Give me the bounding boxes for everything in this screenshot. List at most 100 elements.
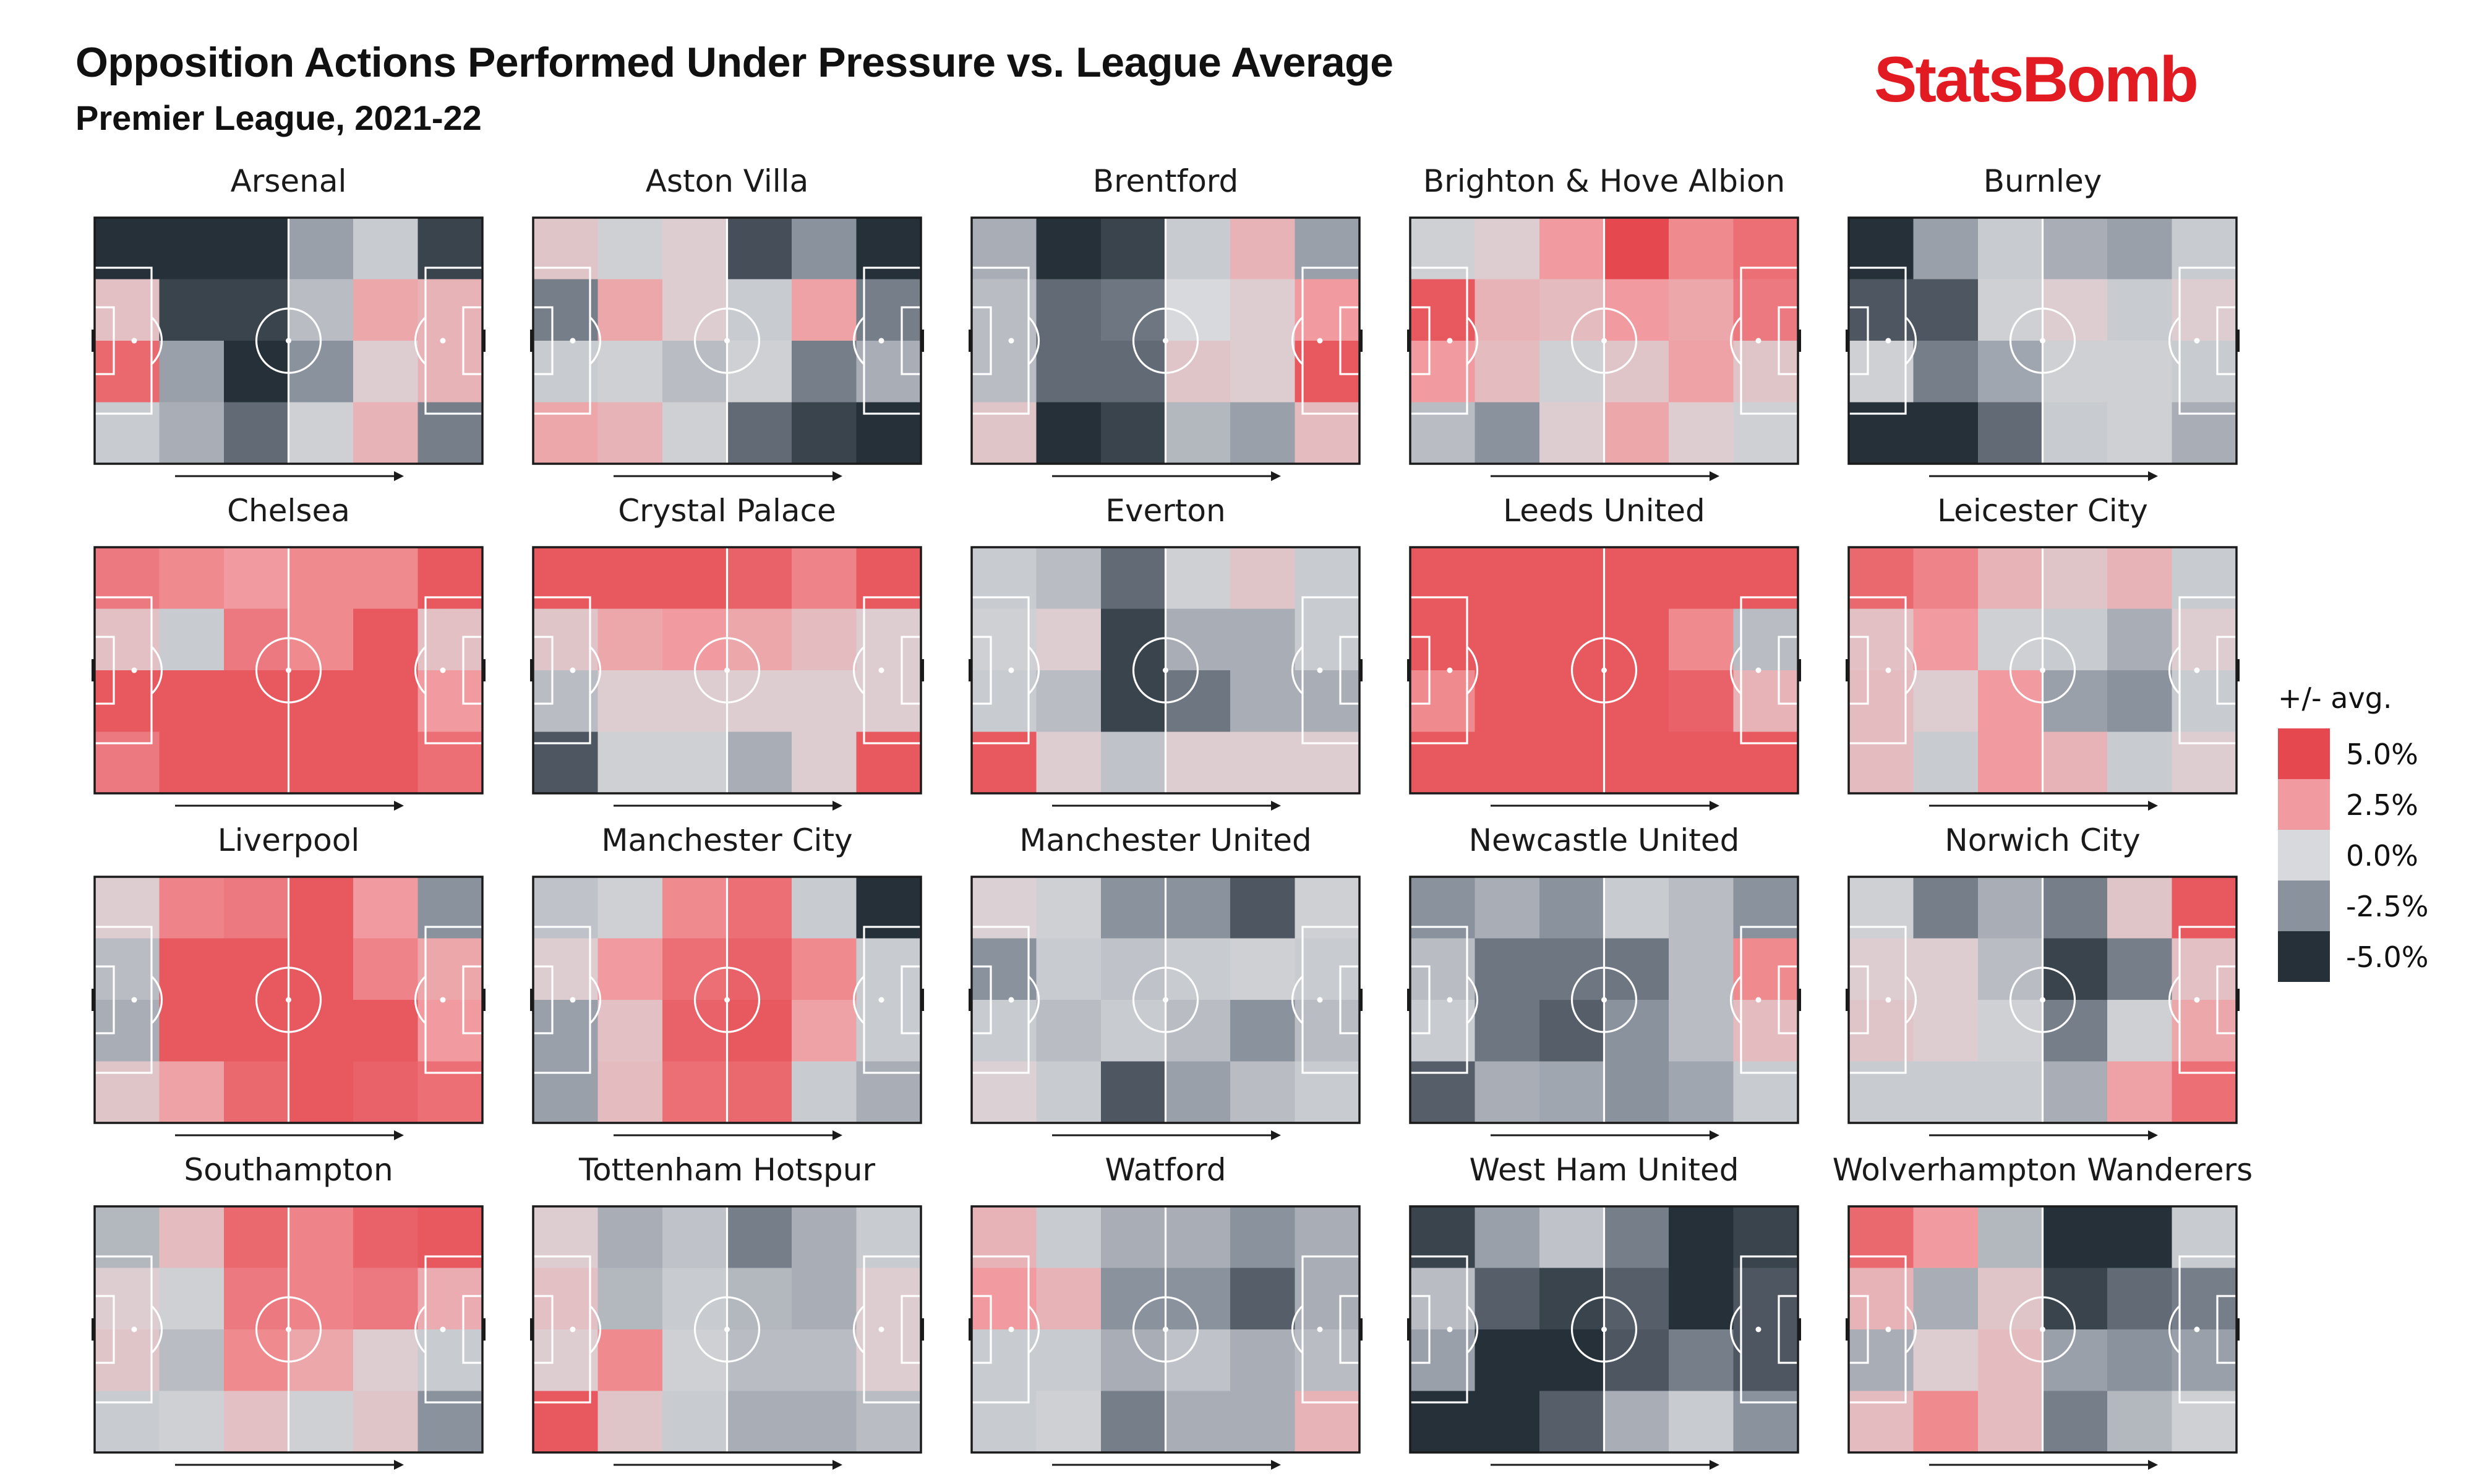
heatmap-cell xyxy=(792,1268,857,1330)
heatmap-cell xyxy=(856,402,922,464)
heatmap-cell xyxy=(159,608,225,671)
heatmap-cell xyxy=(972,670,1037,733)
penalty-arc-right xyxy=(2168,975,2181,1025)
heatmap-cell xyxy=(1669,1206,1734,1269)
heatmap-cell xyxy=(1978,1206,2044,1269)
penalty-arc-left xyxy=(1027,975,1040,1025)
penalty-spot-right xyxy=(1755,338,1761,344)
heatmap-cell xyxy=(1230,938,1296,1000)
heatmap-cell xyxy=(1849,608,1914,671)
heatmap-cell xyxy=(159,1391,225,1453)
penalty-spot-left xyxy=(570,338,576,344)
heatmap-cell xyxy=(2042,402,2108,464)
team-title: Newcastle United xyxy=(1469,822,1740,858)
heatmap-cell xyxy=(2107,1268,2173,1330)
heatmap-cell xyxy=(1849,938,1914,1000)
goal-left xyxy=(1846,330,1849,352)
heatmap-cell xyxy=(2042,547,2108,610)
heatmap-cell xyxy=(1604,877,1669,939)
heatmap-cell xyxy=(533,218,599,280)
penalty-spot-right xyxy=(878,338,884,344)
arrow-head xyxy=(1271,801,1281,811)
heatmap-cell xyxy=(2172,1268,2237,1330)
heatmap-cell xyxy=(1978,547,2044,610)
heatmap-cell xyxy=(1036,1391,1102,1453)
heatmap-cell xyxy=(95,1268,160,1330)
heatmap-cell xyxy=(597,341,663,403)
heatmap-cell xyxy=(2107,1061,2173,1124)
heatmap-cell xyxy=(1978,877,2044,939)
heatmap-cell xyxy=(1913,1391,1979,1453)
centre-circle xyxy=(1570,966,1638,1033)
heatmap-cell xyxy=(1475,1329,1540,1392)
heatmap-cell xyxy=(1849,402,1914,464)
heatmap-cell xyxy=(417,402,483,464)
heatmap-cell xyxy=(533,1329,599,1392)
heatmap-cell xyxy=(2107,402,2173,464)
heatmap-cell xyxy=(1669,402,1734,464)
heatmap-cell xyxy=(1230,877,1296,939)
heatmap-cell xyxy=(1295,1329,1360,1392)
heatmap-cell xyxy=(1475,1000,1540,1062)
heatmap-cell xyxy=(224,402,289,464)
heatmap-cell xyxy=(533,547,599,610)
heatmap-cell xyxy=(792,341,857,403)
heatmap-cell xyxy=(856,1206,922,1269)
heatmap-cell xyxy=(597,402,663,464)
heatmap-cell xyxy=(856,877,922,939)
heatmap-cell xyxy=(353,877,419,939)
centre-spot xyxy=(286,667,291,673)
heatmap-cell xyxy=(2042,1206,2108,1269)
penalty-arc-left xyxy=(1904,316,1917,365)
heatmap-cell xyxy=(972,731,1037,794)
centre-circle xyxy=(693,966,761,1033)
heatmap-cell xyxy=(1410,938,1476,1000)
heatmap-cell xyxy=(972,341,1037,403)
heatmap-cell xyxy=(1604,1061,1669,1124)
centre-spot xyxy=(2040,997,2045,1003)
heatmap-cell xyxy=(1669,1061,1734,1124)
arrow-head xyxy=(394,801,404,811)
penalty-arc-left xyxy=(589,316,602,365)
heatmap-cell xyxy=(1410,1206,1476,1269)
arrow-head xyxy=(394,1460,404,1470)
centre-circle xyxy=(2009,1296,2076,1363)
goal-right xyxy=(921,659,924,681)
heatmap-cell xyxy=(1733,877,1799,939)
heatmap-cell xyxy=(159,1000,225,1062)
heatmap-cell xyxy=(95,731,160,794)
goal-left xyxy=(1407,989,1410,1011)
heatmap-cell xyxy=(1539,731,1605,794)
heatmap-cell xyxy=(856,608,922,671)
heatmap-cell xyxy=(1410,1061,1476,1124)
heatmap-cell xyxy=(1913,1000,1979,1062)
heatmap-cell xyxy=(1604,1206,1669,1269)
heatmap-cell xyxy=(856,1000,922,1062)
penalty-arc-right xyxy=(414,316,427,365)
centre-circle xyxy=(1570,1296,1638,1363)
heatmap-cell xyxy=(1295,1391,1360,1453)
heatmap-cell xyxy=(1230,402,1296,464)
heatmap-cell xyxy=(2107,547,2173,610)
penalty-spot-right xyxy=(2194,667,2200,673)
heatmap-cell xyxy=(1036,1329,1102,1392)
pitch-border xyxy=(1409,876,1799,1124)
heatmap-cell xyxy=(1410,1000,1476,1062)
goal-left xyxy=(1407,330,1410,352)
centre-circle xyxy=(693,307,761,374)
penalty-spot-left xyxy=(1885,667,1891,673)
penalty-spot-left xyxy=(1447,338,1453,344)
heatmap-cell xyxy=(224,1391,289,1453)
heatmap-cell xyxy=(856,1061,922,1124)
heatmap-cell xyxy=(2107,608,2173,671)
heatmap-cell xyxy=(2172,1391,2237,1453)
heatmap-cell xyxy=(1165,218,1231,280)
heatmap-cell xyxy=(1295,1268,1360,1330)
heatmap-cell xyxy=(1733,341,1799,403)
heatmap-cell xyxy=(1733,1061,1799,1124)
centre-circle xyxy=(1132,966,1199,1033)
heatmap-cell xyxy=(353,731,419,794)
arrow-head xyxy=(833,1130,842,1140)
heatmap-cell xyxy=(792,1329,857,1392)
heatmap-cell xyxy=(1913,1061,1979,1124)
